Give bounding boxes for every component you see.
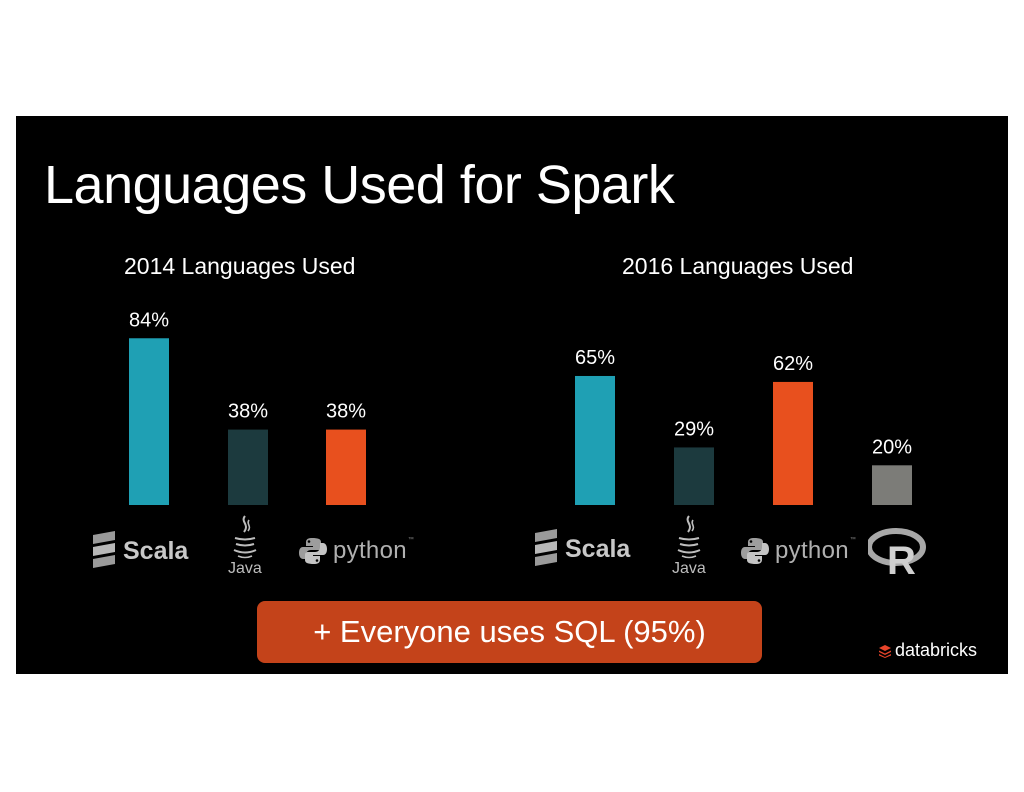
python-label: python™	[333, 537, 415, 564]
java-logo-2016: Java	[672, 514, 706, 578]
chart-title-2014: 2014 Languages Used	[124, 253, 356, 279]
python-snake-icon	[299, 538, 327, 564]
scala-logo-2014: Scala	[91, 531, 188, 571]
data-label-r-2016: 20%	[872, 436, 912, 458]
slide: Languages Used for Spark 2014 Languages …	[16, 116, 1008, 674]
databricks-logo: databricks	[878, 640, 977, 661]
databricks-wordmark: databricks	[895, 640, 978, 660]
data-label-python-2016: 62%	[773, 353, 813, 375]
bar-charts: 84% 38% 38% 65% 29% 62% 20%	[129, 309, 912, 505]
data-label-scala-2016: 65%	[575, 347, 615, 369]
python-logo-2014: python™	[299, 537, 414, 565]
chart-title-2016: 2016 Languages Used	[622, 253, 854, 279]
databricks-mark-icon	[879, 644, 891, 658]
bar-scala-2014	[129, 338, 169, 505]
data-label-java-2016: 29%	[674, 418, 714, 440]
java-logo-2014: Java	[228, 514, 262, 578]
scala-logo-2016: Scala	[533, 529, 630, 569]
bar-java-2014	[228, 429, 268, 505]
scala-label: Scala	[565, 534, 631, 563]
svg-text:R: R	[887, 539, 916, 576]
r-logo-icon: R	[868, 528, 926, 576]
scala-logo-icon	[535, 529, 557, 566]
r-logo-2016: R	[868, 528, 928, 576]
bar-python-2014	[326, 429, 366, 505]
data-label-java-2014: 38%	[228, 401, 268, 423]
python-snake-icon	[741, 538, 769, 564]
java-label: Java	[228, 560, 262, 577]
python-label: python™	[775, 537, 857, 564]
java-cup-icon	[677, 515, 701, 559]
scala-logo-icon	[93, 531, 115, 568]
data-label-scala-2014: 84%	[129, 309, 169, 331]
sql-callout: + Everyone uses SQL (95%)	[257, 601, 762, 663]
slide-title: Languages Used for Spark	[44, 155, 675, 215]
bar-scala-2016	[575, 375, 615, 505]
data-label-python-2014: 38%	[326, 401, 366, 423]
python-logo-2016: python™	[741, 537, 856, 565]
java-cup-icon	[233, 515, 257, 559]
bar-java-2016	[674, 447, 714, 505]
bar-python-2016	[773, 381, 813, 505]
java-label: Java	[672, 560, 706, 577]
scala-label: Scala	[123, 536, 189, 565]
bar-r-2016	[872, 465, 912, 505]
